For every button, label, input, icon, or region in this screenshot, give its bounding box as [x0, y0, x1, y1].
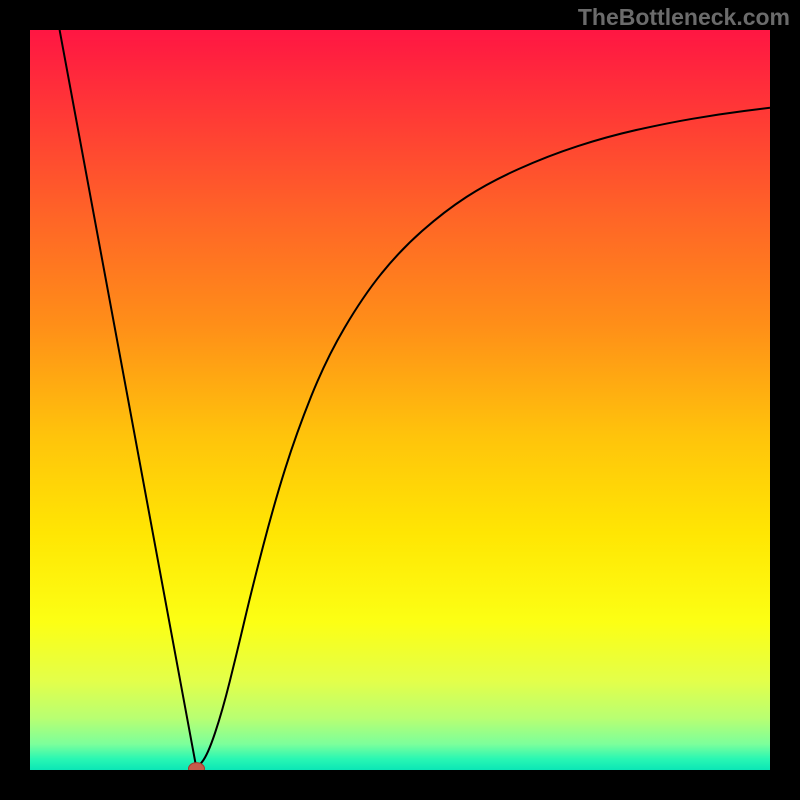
plot-area: [30, 30, 770, 770]
gradient-background: [30, 30, 770, 770]
plot-svg: [30, 30, 770, 770]
chart-container: TheBottleneck.com: [0, 0, 800, 800]
watermark-text: TheBottleneck.com: [578, 4, 790, 31]
